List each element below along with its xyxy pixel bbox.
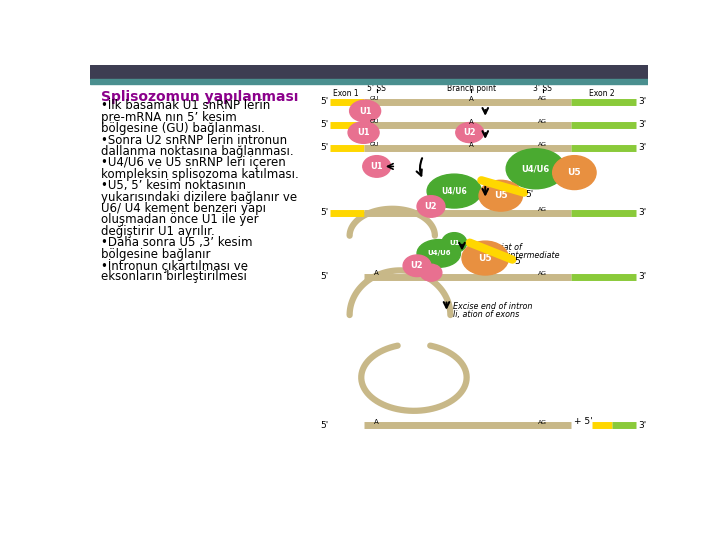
Text: •İntronun çıkartılması ve: •İntronun çıkartılması ve <box>101 259 248 273</box>
Text: 3': 3' <box>638 144 646 152</box>
Text: U2: U2 <box>464 128 476 137</box>
Ellipse shape <box>417 240 461 267</box>
Bar <box>90 79 648 84</box>
Text: A: A <box>374 419 379 425</box>
Ellipse shape <box>420 264 442 281</box>
Text: bölgesine bağlanır: bölgesine bağlanır <box>101 248 210 261</box>
Text: •Daha sonra U5 ,3’ kesim: •Daha sonra U5 ,3’ kesim <box>101 236 252 249</box>
Text: U5: U5 <box>478 254 492 262</box>
Text: U2: U2 <box>425 202 437 211</box>
Text: oluşmadan önce U1 ile yer: oluşmadan önce U1 ile yer <box>101 213 258 226</box>
Text: •Sonra U2 snRNP lerin intronun: •Sonra U2 snRNP lerin intronun <box>101 133 287 147</box>
Text: U1: U1 <box>370 162 383 171</box>
Text: U2: U2 <box>410 261 423 270</box>
Text: Branch point: Branch point <box>446 84 496 93</box>
Ellipse shape <box>403 255 431 276</box>
Text: U6/ U4 kement benzeri yapı: U6/ U4 kement benzeri yapı <box>101 202 266 215</box>
Text: eksonların birleştirilmesi: eksonların birleştirilmesi <box>101 271 247 284</box>
Ellipse shape <box>442 233 467 253</box>
Text: 3': 3' <box>638 97 646 106</box>
Ellipse shape <box>462 241 508 275</box>
Text: bölgesine (GU) bağlanması.: bölgesine (GU) bağlanması. <box>101 122 265 135</box>
Text: dallanma noktasına bağlanması.: dallanma noktasına bağlanması. <box>101 145 294 158</box>
Text: AG: AG <box>538 119 547 124</box>
Text: Excise end of intron: Excise end of intron <box>453 302 532 311</box>
Text: From lariat of: From lariat of <box>468 244 522 252</box>
Ellipse shape <box>456 123 484 143</box>
Text: 5': 5' <box>320 208 329 217</box>
Bar <box>90 65 648 79</box>
Text: 3' SS: 3' SS <box>534 84 552 93</box>
Text: GU: GU <box>370 143 379 147</box>
Ellipse shape <box>479 180 523 211</box>
Text: değiştirir U1 ayrılır.: değiştirir U1 ayrılır. <box>101 225 215 238</box>
Text: 5': 5' <box>320 97 329 106</box>
Text: U1: U1 <box>449 240 459 246</box>
Text: Exon 1: Exon 1 <box>333 90 359 98</box>
Text: lariat-like intermediate: lariat-like intermediate <box>468 251 559 260</box>
Text: •U4/U6 ve U5 snRNP leri içeren: •U4/U6 ve U5 snRNP leri içeren <box>101 157 286 170</box>
Text: 5': 5' <box>320 144 329 152</box>
Text: U5: U5 <box>494 191 508 200</box>
Text: kompleksin splisozoma katılması.: kompleksin splisozoma katılması. <box>101 168 299 181</box>
Text: GU: GU <box>370 119 379 124</box>
Text: A: A <box>469 119 474 125</box>
Text: AG: AG <box>538 143 547 147</box>
Text: Exon 2: Exon 2 <box>589 90 614 98</box>
Text: U1: U1 <box>357 128 370 137</box>
Text: AG: AG <box>538 420 547 424</box>
Text: li, ation of exons: li, ation of exons <box>453 309 519 319</box>
Ellipse shape <box>553 156 596 190</box>
Text: 5': 5' <box>320 120 329 130</box>
Text: U4/U6: U4/U6 <box>427 251 451 256</box>
Text: 5' SS: 5' SS <box>367 84 386 93</box>
Text: 3': 3' <box>638 208 646 217</box>
Text: GU: GU <box>370 96 379 101</box>
Text: AG: AG <box>538 207 547 212</box>
Text: yukarısındaki dizilere bağlanır ve: yukarısındaki dizilere bağlanır ve <box>101 191 297 204</box>
Text: •İlk basamak U1 snRNP lerin: •İlk basamak U1 snRNP lerin <box>101 99 270 112</box>
Ellipse shape <box>363 156 391 177</box>
Text: Splisozomun yapılanması: Splisozomun yapılanması <box>101 90 298 104</box>
Text: 3': 3' <box>638 272 646 281</box>
Text: U5: U5 <box>567 168 581 177</box>
Ellipse shape <box>417 195 445 217</box>
Text: U1: U1 <box>359 106 372 116</box>
Text: 3': 3' <box>638 120 646 130</box>
Ellipse shape <box>350 100 381 122</box>
Ellipse shape <box>427 174 482 208</box>
Text: AG: AG <box>538 96 547 101</box>
Ellipse shape <box>348 122 379 143</box>
Text: AG: AG <box>538 271 547 276</box>
Text: A: A <box>469 142 474 148</box>
Text: 5': 5' <box>526 190 534 199</box>
Text: U4/U6: U4/U6 <box>441 187 467 195</box>
Text: 5': 5' <box>514 256 522 266</box>
Text: A: A <box>374 271 379 276</box>
Ellipse shape <box>506 148 565 189</box>
Text: 5': 5' <box>320 421 329 430</box>
Text: A: A <box>469 96 474 102</box>
Text: U4/U6: U4/U6 <box>521 164 550 173</box>
Text: •U5, 5’ kesim noktasının: •U5, 5’ kesim noktasının <box>101 179 246 192</box>
Text: pre-mRNA nın 5’ kesim: pre-mRNA nın 5’ kesim <box>101 111 237 124</box>
Text: 5': 5' <box>320 272 329 281</box>
Text: 3': 3' <box>638 421 646 430</box>
Text: + 5': + 5' <box>574 417 593 426</box>
